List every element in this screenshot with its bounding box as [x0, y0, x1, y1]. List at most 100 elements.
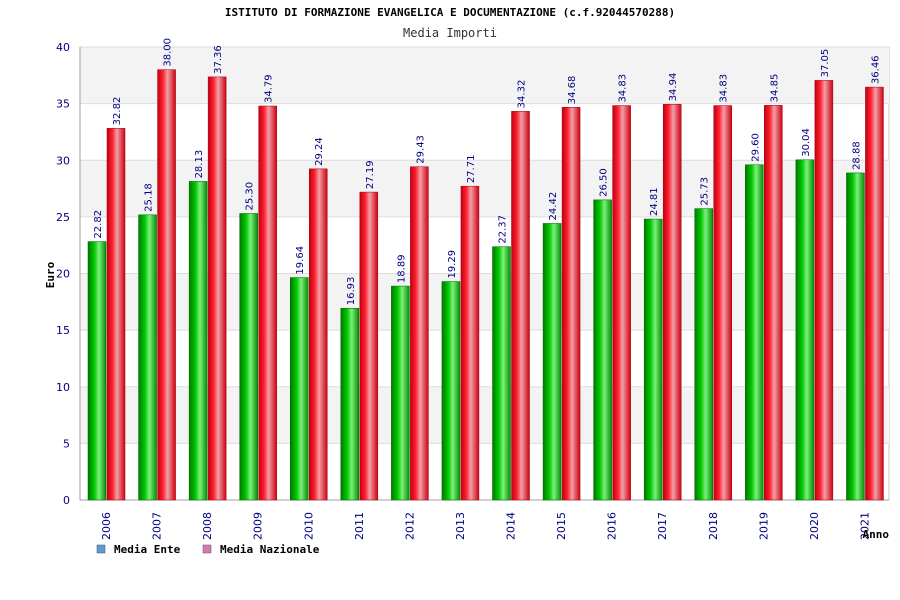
- bar-media-ente-2019: [745, 164, 764, 501]
- chart-subtitle: Media Importi: [403, 26, 497, 40]
- bar-media-nazionale-2018: [713, 105, 732, 501]
- data-label: 34.85: [769, 74, 780, 103]
- legend-label: Media Ente: [114, 543, 181, 556]
- bar-media-ente-2014: [492, 246, 511, 501]
- bar-media-nazionale-2015: [561, 106, 581, 501]
- bar-media-ente-2007: [138, 214, 157, 501]
- legend: Media Ente Media Nazionale: [96, 543, 320, 556]
- x-tick-label: 2016: [606, 512, 619, 540]
- data-label: 28.88: [851, 141, 862, 170]
- data-label: 37.36: [213, 45, 224, 74]
- data-label: 22.82: [93, 210, 104, 239]
- x-tick-label: 2008: [201, 512, 214, 540]
- data-label: 19.64: [295, 246, 306, 275]
- x-tick-label: 2012: [403, 512, 416, 540]
- x-tick-label: 2013: [454, 512, 467, 540]
- data-label: 34.32: [517, 80, 528, 109]
- data-label: 24.42: [548, 192, 559, 221]
- x-tick-label: 2014: [505, 512, 518, 540]
- x-tick-label: 2021: [858, 512, 871, 540]
- data-label: 29.24: [314, 137, 325, 166]
- data-label: 19.29: [447, 250, 458, 279]
- chart-title: ISTITUTO DI FORMAZIONE EVANGELICA E DOCU…: [225, 6, 675, 19]
- data-label: 28.13: [194, 150, 205, 179]
- y-tick-label: 40: [56, 41, 70, 54]
- bars: 22.82 32.82 25.18 38.00 28.13 37.36 25.30 34.79…: [87, 38, 884, 501]
- bar-media-ente-2006: [87, 241, 107, 501]
- bar-media-nazionale-2010: [309, 168, 328, 501]
- data-label: 32.82: [112, 97, 123, 126]
- x-tick-label: 2019: [757, 512, 770, 540]
- legend-swatch: [202, 544, 212, 554]
- legend-label: Media Nazionale: [220, 543, 320, 556]
- data-label: 27.19: [365, 160, 376, 189]
- bar-media-nazionale-2013: [460, 185, 480, 501]
- bar-media-ente-2017: [643, 218, 663, 501]
- data-label: 27.71: [466, 155, 477, 184]
- x-tick-label: 2015: [555, 512, 568, 540]
- x-axis-label: Anno: [863, 528, 890, 541]
- x-tick-label: 2011: [353, 512, 366, 540]
- bar-media-nazionale-2009: [258, 105, 277, 501]
- y-tick-label: 35: [56, 98, 70, 111]
- bar-media-ente-2010: [290, 277, 309, 501]
- bar-media-nazionale-2017: [662, 104, 682, 501]
- data-label: 30.04: [801, 128, 812, 157]
- bar-media-ente-2013: [441, 281, 461, 501]
- bar-media-nazionale-2020: [814, 80, 834, 501]
- bar-media-nazionale-2006: [106, 128, 126, 501]
- x-tick-label: 2007: [151, 512, 164, 540]
- bar-media-ente-2012: [391, 285, 410, 501]
- bar-media-nazionale-2019: [764, 105, 783, 501]
- bar-media-ente-2020: [795, 159, 815, 501]
- data-label: 34.68: [567, 76, 578, 105]
- y-tick-label: 25: [56, 211, 70, 224]
- bar-media-nazionale-2012: [410, 166, 429, 501]
- bar-media-nazionale-2016: [612, 105, 631, 501]
- data-label: 29.43: [415, 135, 426, 164]
- y-tick-label: 20: [56, 268, 70, 281]
- y-axis-ticks: 0 5 10 15 20 25 30 35 40: [56, 41, 70, 507]
- data-label: 38.00: [163, 38, 174, 67]
- data-label: 22.37: [498, 215, 509, 244]
- data-label: 25.18: [144, 183, 155, 212]
- data-label: 37.05: [820, 49, 831, 78]
- bar-media-ente-2015: [542, 223, 562, 501]
- y-tick-label: 15: [56, 324, 70, 337]
- x-tick-label: 2009: [252, 512, 265, 540]
- x-axis-ticks: 2006 2007 2008 2009 2010 2011 2012 2013 2014 2015…: [100, 512, 871, 540]
- data-label: 25.73: [700, 177, 711, 206]
- bar-media-nazionale-2011: [359, 191, 379, 501]
- data-label: 24.81: [649, 187, 660, 216]
- data-label: 34.79: [264, 74, 275, 103]
- legend-swatch: [96, 544, 106, 554]
- bar-media-nazionale-2008: [207, 76, 227, 501]
- bar-media-nazionale-2014: [511, 111, 530, 501]
- data-label: 16.93: [346, 277, 357, 306]
- y-tick-label: 5: [63, 437, 70, 450]
- data-label: 26.50: [599, 168, 610, 197]
- bar-media-ente-2021: [846, 172, 865, 501]
- data-label: 34.83: [719, 74, 730, 103]
- y-tick-label: 0: [63, 494, 70, 507]
- bar-media-ente-2018: [694, 208, 713, 501]
- x-tick-label: 2020: [808, 512, 821, 540]
- bar-media-nazionale-2021: [865, 86, 884, 501]
- bar-media-nazionale-2007: [157, 69, 176, 501]
- x-tick-label: 2006: [100, 512, 113, 540]
- bar-media-ente-2009: [239, 213, 258, 501]
- bar-media-ente-2008: [188, 181, 208, 501]
- data-label: 36.46: [870, 55, 881, 84]
- plot-band: [80, 47, 889, 104]
- bar-media-ente-2016: [593, 199, 612, 501]
- bar-media-ente-2011: [340, 308, 360, 501]
- data-label: 25.30: [245, 182, 256, 211]
- data-label: 34.94: [668, 73, 679, 102]
- data-label: 34.83: [618, 74, 629, 103]
- y-tick-label: 30: [56, 154, 70, 167]
- x-tick-label: 2017: [656, 512, 669, 540]
- x-tick-label: 2018: [707, 512, 720, 540]
- data-label: 18.89: [396, 254, 407, 283]
- data-label: 29.60: [750, 133, 761, 162]
